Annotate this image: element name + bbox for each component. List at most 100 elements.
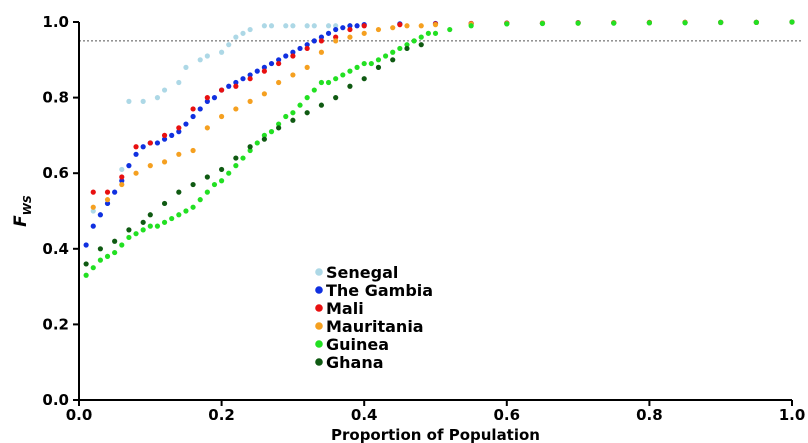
data-point — [304, 95, 310, 101]
data-point — [333, 95, 339, 101]
data-point — [390, 57, 396, 63]
data-point — [340, 25, 346, 31]
y-tick-label: 0.6 — [42, 164, 69, 182]
data-point — [504, 21, 510, 27]
data-point — [646, 20, 653, 26]
data-point — [418, 42, 424, 48]
data-point — [447, 26, 453, 33]
data-point — [304, 42, 310, 48]
data-point — [311, 87, 317, 93]
data-point — [290, 53, 296, 59]
data-point — [233, 83, 239, 89]
legend-item: Mali — [315, 299, 364, 318]
data-point — [233, 163, 239, 169]
data-point — [233, 155, 239, 161]
data-point — [126, 234, 132, 241]
legend-label: The Gambia — [326, 281, 433, 300]
data-point — [354, 23, 360, 29]
data-point — [432, 30, 439, 36]
data-point — [268, 129, 275, 135]
data-point — [204, 125, 210, 131]
data-point — [140, 227, 146, 233]
data-point — [290, 23, 296, 29]
data-point — [247, 147, 253, 154]
data-point — [147, 223, 153, 229]
data-point — [204, 174, 210, 180]
data-point — [318, 49, 325, 55]
legend-item: The Gambia — [315, 281, 433, 300]
data-point — [254, 68, 260, 74]
data-point — [261, 136, 267, 142]
data-point — [97, 257, 103, 263]
data-point — [397, 22, 403, 28]
data-point — [468, 23, 474, 29]
legend-marker — [315, 286, 323, 294]
x-axis-title: Proportion of Population — [331, 426, 540, 443]
y-tick-label: 0.4 — [42, 240, 69, 258]
data-point — [318, 38, 325, 44]
data-point — [247, 76, 253, 82]
data-point — [190, 147, 196, 154]
data-point — [176, 189, 182, 195]
data-point — [104, 200, 111, 207]
data-point — [133, 231, 139, 237]
data-point — [268, 23, 275, 29]
data-point — [290, 110, 296, 116]
data-point — [411, 38, 417, 44]
data-point — [340, 72, 346, 78]
data-point — [140, 98, 146, 104]
data-point — [233, 34, 239, 40]
data-point — [161, 219, 168, 225]
data-point — [83, 261, 89, 267]
data-point — [290, 72, 296, 78]
data-point — [126, 98, 132, 104]
y-tick-label: 0.0 — [42, 391, 69, 409]
data-point — [204, 98, 210, 104]
data-point — [90, 204, 96, 210]
legend-item: Mauritania — [315, 317, 424, 336]
data-point — [718, 19, 724, 25]
data-point — [154, 95, 161, 101]
y-tick-label: 1.0 — [42, 13, 69, 31]
data-point — [268, 60, 275, 67]
y-tick-label: 0.2 — [42, 315, 69, 333]
data-point — [169, 215, 175, 222]
data-point — [276, 125, 282, 131]
legend-label: Mauritania — [326, 317, 424, 336]
data-point — [233, 106, 239, 112]
data-point — [432, 22, 439, 28]
series-mali — [90, 19, 795, 195]
data-point — [753, 19, 759, 25]
data-point — [147, 212, 153, 218]
x-tick-label: 0.2 — [208, 406, 235, 424]
legend-item: Ghana — [315, 353, 384, 372]
data-point — [276, 121, 282, 127]
data-point — [247, 98, 253, 104]
data-point — [183, 64, 189, 70]
data-point — [211, 95, 218, 101]
data-point — [197, 57, 203, 63]
data-point — [219, 87, 225, 93]
data-point — [90, 208, 96, 214]
data-point — [190, 106, 196, 112]
data-point — [290, 49, 296, 55]
y-axis-title: FWS — [11, 195, 34, 227]
data-point — [247, 72, 253, 78]
data-point — [97, 246, 103, 252]
data-point — [361, 23, 367, 29]
data-point — [126, 227, 132, 233]
data-point — [83, 242, 89, 248]
data-point — [375, 64, 382, 70]
data-point — [169, 132, 175, 138]
data-point — [119, 178, 125, 184]
data-point — [418, 34, 424, 40]
data-point — [375, 57, 382, 63]
data-point — [276, 57, 282, 63]
data-point — [390, 25, 396, 31]
data-point — [318, 79, 325, 86]
x-tick-label: 0.4 — [351, 406, 378, 424]
data-point — [161, 132, 168, 138]
data-point — [204, 189, 210, 195]
legend-marker — [315, 358, 323, 366]
